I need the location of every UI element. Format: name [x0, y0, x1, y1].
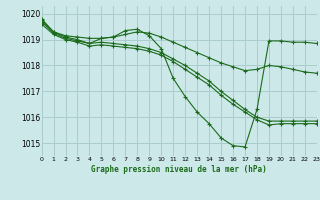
X-axis label: Graphe pression niveau de la mer (hPa): Graphe pression niveau de la mer (hPa) — [91, 165, 267, 174]
